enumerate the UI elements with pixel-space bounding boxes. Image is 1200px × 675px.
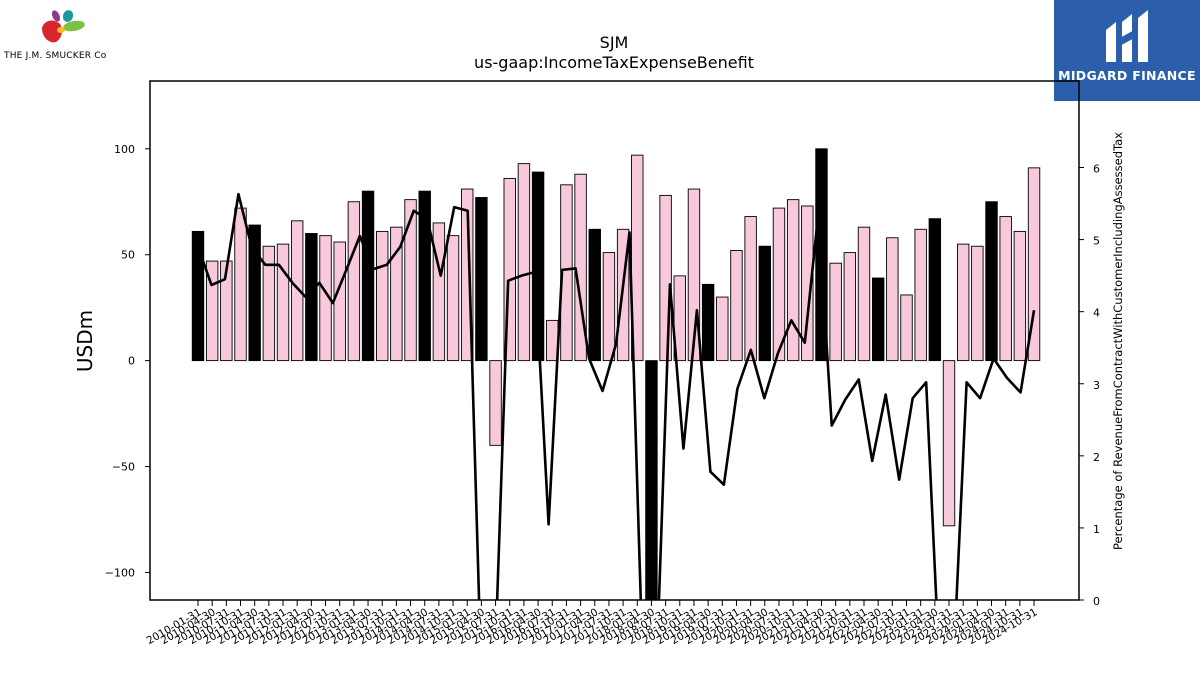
smucker-fruit-icon	[42, 10, 85, 43]
y2-axis-label: Percentage of RevenueFromContractWithCus…	[1111, 132, 1125, 550]
bar-quarter	[956, 243, 970, 362]
y2-tick-label: 5	[1093, 235, 1100, 248]
bar-quarter	[716, 296, 729, 362]
bar-quarter	[234, 207, 247, 362]
bar-quarter	[829, 262, 842, 362]
axes-layer: −100−5005010001234562010-01-312010-04-30…	[105, 143, 1100, 647]
bar-quarter	[546, 319, 559, 362]
bar-annual	[248, 224, 261, 362]
bar-quarter	[489, 360, 502, 446]
bar-quarter	[404, 199, 417, 362]
bar-annual	[985, 201, 998, 362]
bar-quarter	[319, 235, 332, 362]
bar-annual	[758, 245, 771, 362]
y-tick-label: −50	[112, 461, 135, 474]
bar-annual	[701, 283, 715, 362]
bar-annual	[531, 171, 545, 362]
smucker-logo: THE J.M. SMUCKER Co	[4, 4, 124, 64]
smucker-logo-text: THE J.M. SMUCKER Co	[4, 51, 107, 61]
bar-annual	[928, 218, 942, 362]
y-tick-label: −100	[105, 566, 135, 579]
bar-quarter	[971, 245, 984, 362]
y2-tick-label: 3	[1093, 379, 1100, 392]
bar-quarter	[744, 216, 757, 362]
plot-frame	[149, 80, 1080, 601]
bar-quarter	[205, 260, 219, 362]
bar-quarter	[262, 245, 276, 362]
y-axis-label: USDm	[73, 310, 97, 372]
bar-quarter	[432, 222, 446, 362]
bar-annual	[871, 277, 885, 362]
y2-tick-label: 4	[1093, 307, 1100, 320]
y-tick-label: 0	[128, 355, 135, 368]
bar-quarter	[730, 250, 743, 362]
bar-quarter	[843, 252, 857, 362]
chart-subtitle: us-gaap:IncomeTaxExpenseBenefit	[474, 53, 754, 72]
bar-quarter	[942, 360, 956, 527]
bar-quarter	[801, 205, 814, 362]
bar-annual	[361, 190, 375, 362]
bar-annual	[418, 190, 431, 362]
bar-quarter	[786, 199, 800, 362]
bar-quarter	[390, 226, 403, 362]
bar-annual	[191, 230, 205, 362]
bar-annual	[475, 197, 488, 362]
bar-quarter	[999, 216, 1012, 362]
bars-layer	[191, 148, 1041, 600]
bar-quarter	[886, 237, 899, 362]
bar-quarter	[461, 188, 474, 362]
bar-quarter	[503, 177, 516, 362]
bar-quarter	[347, 201, 361, 362]
y-tick-label: 100	[114, 143, 135, 156]
bar-annual	[645, 360, 658, 600]
bar-quarter	[290, 220, 304, 362]
chart-title: SJM	[600, 33, 629, 52]
bar-quarter	[446, 235, 460, 362]
bar-quarter	[376, 230, 389, 362]
series-line-pct-of-revenue	[196, 192, 1036, 600]
bar-quarter	[602, 252, 616, 362]
y2-tick-label: 2	[1093, 451, 1100, 464]
y2-tick-label: 1	[1093, 523, 1100, 536]
midgard-finance-logo: MIDGARD FINANCE	[1054, 0, 1200, 101]
bar-quarter	[659, 194, 672, 362]
bar-annual	[588, 228, 601, 362]
y-tick-label: 50	[121, 249, 135, 262]
midgard-mark-icon	[1106, 10, 1148, 62]
bar-quarter	[517, 163, 531, 362]
bar-quarter	[1027, 167, 1041, 362]
y2-tick-label: 6	[1093, 163, 1100, 176]
bar-quarter	[333, 241, 346, 362]
bar-quarter	[1013, 230, 1027, 362]
bar-quarter	[220, 260, 233, 362]
midgard-logo-text: MIDGARD FINANCE	[1058, 68, 1196, 83]
bar-quarter	[772, 207, 786, 362]
y2-tick-label: 0	[1093, 595, 1100, 608]
line-layer	[196, 192, 1036, 600]
bar-quarter	[276, 243, 290, 362]
bar-quarter	[687, 188, 701, 362]
bar-quarter	[857, 226, 871, 362]
bar-quarter	[914, 228, 927, 362]
bar-quarter	[900, 294, 913, 362]
